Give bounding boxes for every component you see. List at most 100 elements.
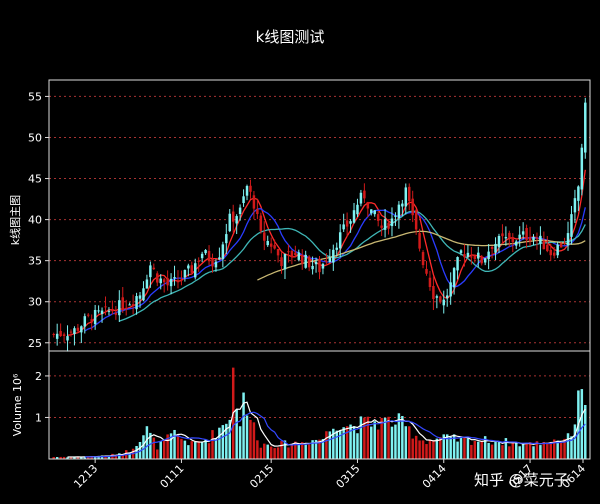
candle-body xyxy=(487,251,490,260)
volume-bar xyxy=(273,448,276,459)
candle-body xyxy=(283,253,287,270)
volume-ma-line xyxy=(84,411,586,458)
candle-body xyxy=(169,278,173,287)
volume-bar xyxy=(100,455,104,459)
volume-bar xyxy=(511,442,515,459)
candle-body xyxy=(156,273,159,283)
volume-bar xyxy=(539,445,542,459)
volume-bar xyxy=(508,446,511,459)
candle-body xyxy=(145,279,149,289)
volume-bar xyxy=(549,442,553,459)
volume-bar xyxy=(162,440,166,459)
volume-bar xyxy=(404,426,408,459)
volume-bar xyxy=(104,455,107,459)
candle-body xyxy=(131,304,135,306)
candle-body xyxy=(421,252,425,266)
candle-body xyxy=(307,256,311,268)
candle-body xyxy=(473,255,477,260)
candle-body xyxy=(480,256,483,264)
candle-body xyxy=(407,186,411,202)
candle-body xyxy=(570,214,573,237)
candle-body xyxy=(304,254,307,268)
price-y-tick-label: 50 xyxy=(28,131,42,144)
volume-bar xyxy=(166,434,169,459)
volume-bar xyxy=(401,415,404,459)
candle-body xyxy=(66,336,69,341)
volume-bar xyxy=(73,456,76,459)
volume-bar xyxy=(90,456,93,459)
volume-bar xyxy=(252,422,256,459)
price-y-tick-label: 35 xyxy=(28,255,42,268)
price-y-tick-label: 30 xyxy=(28,296,42,309)
candle-body xyxy=(73,328,76,335)
volume-bar xyxy=(376,429,380,459)
volume-bar xyxy=(207,443,211,459)
volume-bar xyxy=(280,441,283,459)
candle-body xyxy=(490,246,494,249)
volume-bar xyxy=(473,440,477,459)
volume-bar xyxy=(449,436,452,459)
candle-body xyxy=(128,304,131,306)
candle-body xyxy=(245,186,249,196)
candle-body xyxy=(418,232,421,249)
volume-bar xyxy=(263,443,266,459)
candle-body xyxy=(228,213,232,232)
volume-y-ticks: 12 xyxy=(35,370,49,424)
volume-bar xyxy=(114,455,118,459)
candle-body xyxy=(135,296,138,310)
volume-bars xyxy=(52,367,587,459)
watermark: 知乎 @菜元子 xyxy=(474,471,569,489)
volume-bar xyxy=(228,419,232,459)
volume-bar xyxy=(297,444,301,459)
candle-body xyxy=(107,310,111,312)
volume-bar xyxy=(487,442,490,459)
candle-body xyxy=(584,102,587,153)
price-y-ticks: 25 30 35 40 45 50 55 xyxy=(28,90,49,350)
volume-bar xyxy=(121,453,125,459)
volume-bar xyxy=(514,441,518,459)
volume-bar xyxy=(107,456,111,459)
volume-bar xyxy=(118,453,121,459)
volume-bar xyxy=(542,441,546,459)
candle-body xyxy=(152,267,156,270)
volume-bar xyxy=(86,456,90,459)
candle-body xyxy=(52,333,55,335)
volume-bar xyxy=(173,429,176,459)
candle-body xyxy=(477,252,480,259)
volume-moving-averages xyxy=(67,401,586,458)
volume-bar xyxy=(342,427,345,459)
volume-bar xyxy=(535,441,539,459)
volume-bar xyxy=(497,442,501,459)
candle-body xyxy=(90,319,93,323)
candle-body xyxy=(363,190,366,199)
volume-bar xyxy=(93,456,97,459)
volume-bar xyxy=(269,446,273,459)
volume-bar xyxy=(435,438,439,459)
candle-body xyxy=(411,198,414,216)
volume-bar xyxy=(283,440,287,459)
volume-bar xyxy=(370,426,373,459)
candle-body xyxy=(577,186,580,201)
volume-bar xyxy=(325,431,328,459)
volume-bar xyxy=(152,437,156,459)
volume-bar xyxy=(287,447,290,459)
candle-body xyxy=(328,257,332,263)
volume-bar xyxy=(245,415,249,459)
candle-body xyxy=(162,279,166,283)
volume-bar xyxy=(66,457,69,459)
volume-bar xyxy=(249,419,252,459)
volume-bar xyxy=(552,439,556,459)
candle-body xyxy=(459,250,463,253)
candle-body xyxy=(394,215,397,217)
candle-body xyxy=(514,241,518,246)
candle-body xyxy=(556,244,559,256)
volume-bar xyxy=(439,437,442,459)
volume-bar xyxy=(559,441,563,459)
candle-body xyxy=(435,296,439,298)
volume-bar xyxy=(128,452,131,459)
candle-body xyxy=(166,278,169,286)
volume-bar xyxy=(366,416,370,459)
candle-body xyxy=(76,327,80,331)
volume-bar xyxy=(463,437,466,459)
volume-bar xyxy=(494,441,497,459)
